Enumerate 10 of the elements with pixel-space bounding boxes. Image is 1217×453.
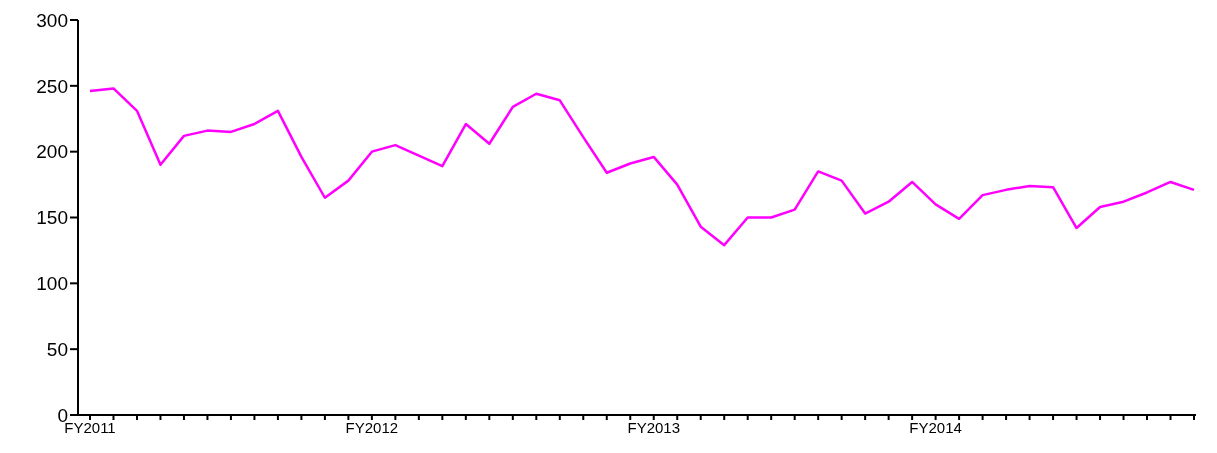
y-tick-label: 300 [36,9,68,31]
x-tick-label: FY2012 [345,418,399,436]
y-tick-label: 100 [36,273,68,295]
y-tick-label: 250 [36,75,68,97]
x-tick-label: FY2013 [627,418,681,436]
line-series [88,87,1196,247]
x-tick-label: FY2014 [909,418,962,436]
y-tick-label: 150 [36,207,68,229]
y-tick-label: 200 [36,141,68,163]
y-tick-label: 50 [46,338,68,360]
